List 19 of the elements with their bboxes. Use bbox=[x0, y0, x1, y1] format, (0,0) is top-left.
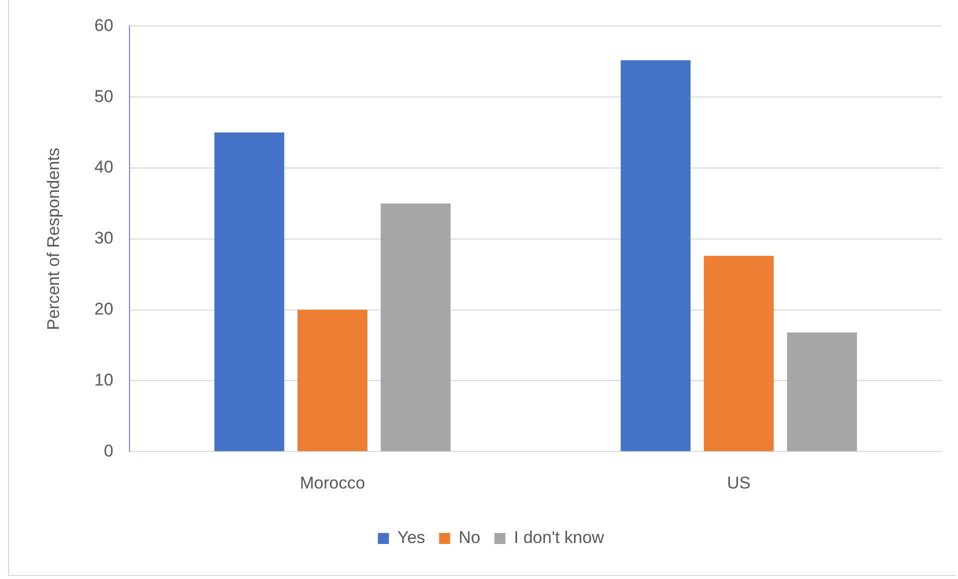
y-tick-label: 50 bbox=[94, 86, 114, 106]
y-axis-title: Percent of Respondents bbox=[44, 148, 63, 330]
y-tick-label: 20 bbox=[94, 299, 114, 318]
legend-label: I don't know bbox=[514, 528, 605, 548]
y-tick-label: 0 bbox=[104, 441, 114, 460]
bar bbox=[704, 256, 774, 452]
y-tick-label: 10 bbox=[94, 370, 114, 390]
x-tick-label: US bbox=[727, 473, 751, 492]
y-tick-label: 40 bbox=[94, 158, 114, 177]
bar bbox=[380, 203, 451, 452]
bar bbox=[214, 132, 284, 452]
legend-label: No bbox=[458, 528, 480, 548]
bar bbox=[787, 332, 857, 452]
bar bbox=[298, 310, 368, 452]
legend-label: Yes bbox=[397, 528, 426, 548]
x-tick-label: Morocco bbox=[300, 473, 366, 492]
y-tick-label: 60 bbox=[94, 16, 114, 35]
bar bbox=[620, 60, 691, 452]
y-tick-label: 30 bbox=[94, 228, 114, 248]
